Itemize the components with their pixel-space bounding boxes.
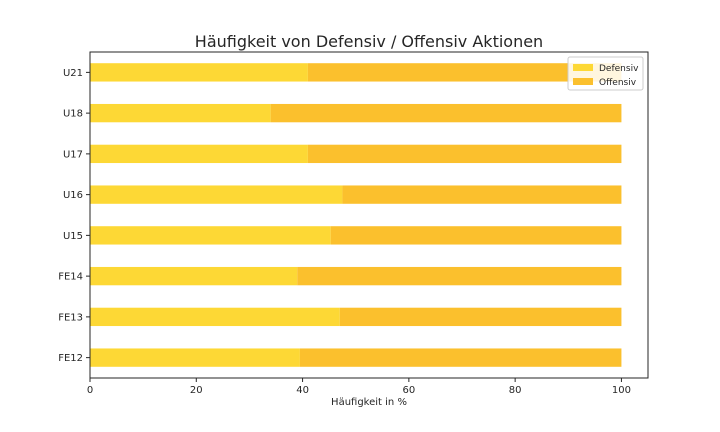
bar-offensiv-u15 (330, 226, 622, 245)
bar-offensiv-fe13 (339, 307, 622, 327)
bar-defensiv-u15 (90, 226, 331, 245)
y-tick-label: U18 (63, 109, 83, 120)
bar-defensiv-fe14 (90, 266, 298, 286)
legend-swatch-defensiv (573, 64, 593, 71)
legend-swatch-offensiv (573, 78, 593, 85)
legend: Defensiv Offensiv (567, 56, 644, 91)
y-tick-label: FE13 (58, 312, 83, 323)
y-tick-label: FE14 (58, 272, 83, 283)
bar-defensiv-u17 (90, 144, 308, 164)
bar-defensiv-u18 (90, 103, 271, 123)
legend-label-offensiv: Offensiv (599, 78, 637, 88)
bar-defensiv-u16 (90, 185, 343, 204)
plot-area: U21 U18 U17 U16 U15 FE14 FE13 FE12 0 20 40 60 80 100 D… (58, 51, 649, 396)
y-tick-label: U15 (63, 231, 83, 242)
x-tick-label: 100 (612, 385, 631, 396)
bar-offensiv-u18 (270, 103, 622, 123)
x-tick-label: 60 (402, 385, 415, 396)
x-axis-label: Häufigkeit in % (331, 397, 407, 408)
plot-frame (89, 51, 649, 379)
y-tick-label: U16 (63, 190, 83, 201)
chart-title: Häufigkeit von Defensiv / Offensiv Aktio… (195, 32, 543, 51)
x-tick-label: 20 (190, 385, 203, 396)
bar-offensiv-fe12 (299, 348, 622, 367)
x-tick-label: 40 (296, 385, 309, 396)
bar-defensiv-u21 (90, 63, 308, 82)
y-tick-label: U21 (63, 68, 83, 79)
y-tick-label: U17 (63, 149, 83, 160)
bar-offensiv-u21 (307, 63, 622, 82)
bar-defensiv-fe12 (90, 348, 300, 367)
legend-label-defensiv: Defensiv (599, 64, 639, 74)
bar-offensiv-u17 (307, 144, 622, 164)
bar-defensiv-fe13 (90, 307, 340, 327)
x-tick-label: 0 (87, 385, 93, 396)
bar-offensiv-u16 (342, 185, 622, 204)
y-tick-label: FE12 (58, 353, 83, 364)
bar-offensiv-fe14 (297, 266, 622, 286)
x-tick-label: 80 (509, 385, 522, 396)
